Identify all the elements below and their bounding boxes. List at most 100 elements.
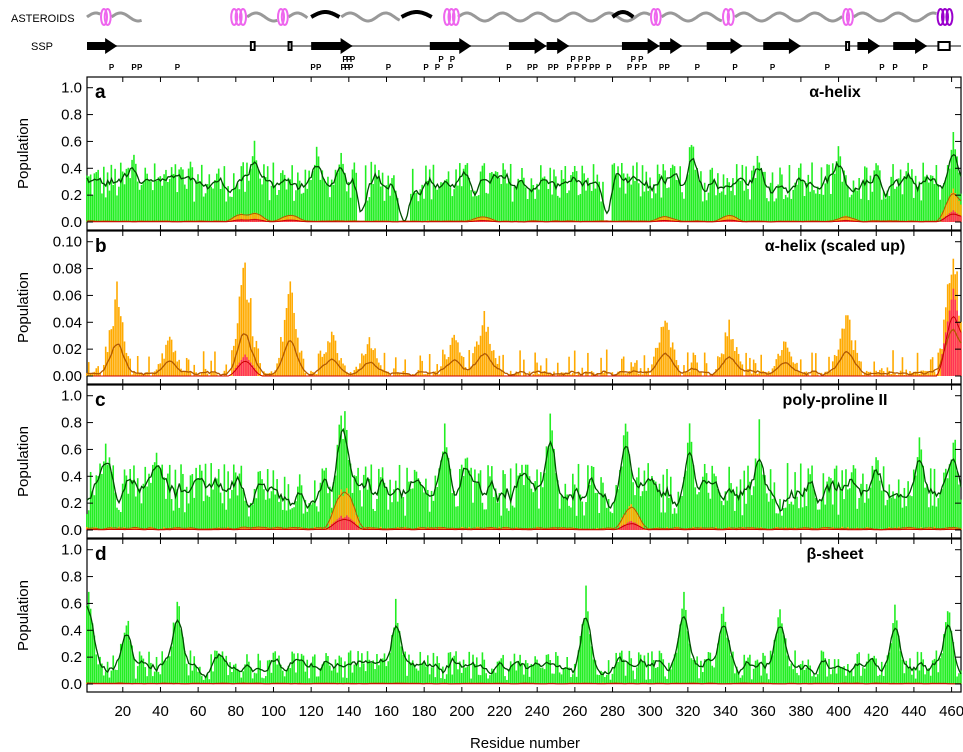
- population-bar: [221, 503, 224, 530]
- tertiary-bar: [332, 522, 335, 530]
- population-bar: [632, 670, 634, 684]
- population-bar: [796, 362, 798, 376]
- panel-title: β-sheet: [807, 546, 865, 563]
- population-bar: [799, 163, 802, 222]
- population-bar: [681, 495, 683, 530]
- population-bar: [811, 162, 813, 222]
- population-bar: [261, 677, 263, 684]
- population-bar: [304, 372, 307, 376]
- tertiary-bar: [944, 332, 947, 376]
- population-bar: [108, 457, 111, 530]
- population-bar: [536, 469, 538, 530]
- proline-marker: P: [642, 63, 648, 72]
- population-bar: [434, 677, 437, 684]
- population-bar: [931, 357, 934, 376]
- proline-marker: P: [770, 63, 776, 72]
- proline-marker: P: [659, 63, 665, 72]
- population-bar: [187, 359, 190, 376]
- population-bar: [165, 344, 167, 376]
- secondary-bar: [232, 216, 235, 222]
- tertiary-bar: [293, 219, 295, 222]
- population-bar: [897, 374, 900, 376]
- population-bar: [127, 167, 130, 222]
- population-bar: [622, 173, 625, 222]
- population-bar: [556, 655, 559, 684]
- population-bar: [91, 373, 94, 376]
- population-bar: [283, 174, 286, 222]
- population-bar: [180, 464, 182, 530]
- population-bar: [210, 654, 212, 684]
- population-bar: [602, 372, 604, 376]
- population-bar: [909, 176, 911, 222]
- population-bar: [792, 504, 795, 530]
- population-bar: [457, 669, 459, 684]
- proline-marker: P: [627, 63, 633, 72]
- population-bar: [474, 190, 476, 222]
- population-bar: [104, 346, 107, 376]
- population-bar: [251, 504, 254, 530]
- population-bar: [125, 625, 128, 684]
- population-bar: [781, 515, 783, 530]
- population-bar: [551, 673, 553, 684]
- x-tick-label: 120: [299, 703, 324, 720]
- population-bar: [300, 193, 303, 222]
- secondary-bar: [737, 219, 740, 222]
- secondary-bar: [349, 497, 352, 530]
- population-bar: [489, 675, 491, 684]
- population-bar: [862, 667, 864, 684]
- secondary-bar: [353, 506, 356, 530]
- population-bar: [332, 335, 335, 376]
- population-bar: [346, 429, 348, 530]
- population-bar: [647, 190, 649, 222]
- population-bar: [146, 676, 148, 684]
- population-bar: [700, 371, 702, 376]
- proline-marker: P: [435, 63, 441, 72]
- population-bar: [232, 464, 235, 530]
- secondary-bar: [937, 527, 940, 530]
- population-bar: [189, 475, 192, 530]
- population-bar: [415, 192, 418, 222]
- population-bar: [668, 329, 670, 376]
- population-bar: [280, 664, 282, 684]
- asteroids-coil-8: [852, 11, 937, 23]
- population-bar: [297, 653, 299, 684]
- population-bar: [344, 365, 346, 376]
- population-bar: [886, 367, 889, 376]
- population-bar: [545, 654, 548, 684]
- population-bar: [621, 162, 623, 222]
- population-bar: [496, 661, 499, 684]
- population-bar: [933, 658, 936, 684]
- population-bar: [376, 654, 378, 684]
- population-bar: [946, 611, 949, 684]
- population-bar: [287, 665, 290, 684]
- x-tick-label: 320: [675, 703, 700, 720]
- tertiary-bar: [956, 213, 958, 222]
- secondary-bar: [929, 527, 932, 530]
- population-bar: [918, 181, 921, 222]
- population-bar: [340, 415, 342, 530]
- population-bar: [605, 507, 608, 530]
- helix-turn: [447, 8, 456, 26]
- population-bar: [101, 473, 103, 530]
- population-bar: [935, 506, 938, 530]
- population-bar: [564, 166, 567, 222]
- population-bar: [248, 180, 250, 222]
- population-bar: [396, 372, 399, 376]
- population-bar: [227, 675, 229, 684]
- population-bar: [634, 180, 636, 222]
- population-bar: [385, 486, 388, 530]
- population-bar: [136, 478, 139, 530]
- population-bar: [451, 674, 454, 684]
- population-bar: [136, 355, 139, 376]
- population-bar: [515, 186, 518, 222]
- population-bar: [485, 673, 487, 684]
- secondary-bar: [958, 200, 960, 222]
- population-bar: [669, 476, 672, 530]
- population-bar: [709, 652, 712, 684]
- population-bar: [594, 660, 597, 684]
- population-bar: [918, 670, 921, 684]
- secondary-bar: [850, 218, 853, 222]
- y-axis-title: Population: [15, 426, 32, 497]
- population-bar: [440, 460, 442, 530]
